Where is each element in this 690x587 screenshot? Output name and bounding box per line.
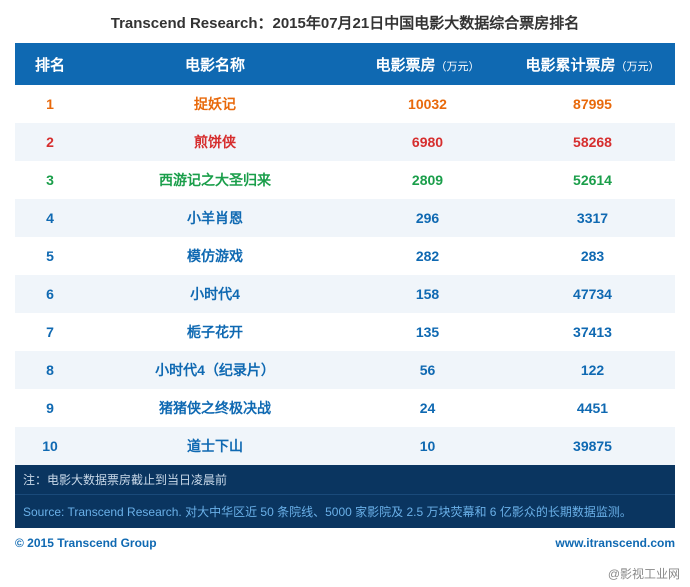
ranking-table: 排名 电影名称 电影票房（万元） 电影累计票房（万元） 1捉妖记10032879… — [15, 43, 675, 550]
header-rank: 排名 — [15, 43, 85, 85]
cell-rank: 1 — [15, 85, 85, 123]
table-row: 9猪猪侠之终极决战244451 — [15, 389, 675, 427]
cell-rank: 10 — [15, 427, 85, 465]
cell-rank: 4 — [15, 199, 85, 237]
table-row: 1捉妖记1003287995 — [15, 85, 675, 123]
copyright-url: www.itranscend.com — [555, 536, 675, 550]
table-header-row: 排名 电影名称 电影票房（万元） 电影累计票房（万元） — [15, 43, 675, 85]
cell-rank: 7 — [15, 313, 85, 351]
cell-box: 10 — [345, 427, 510, 465]
cell-cum: 4451 — [510, 389, 675, 427]
cell-cum: 39875 — [510, 427, 675, 465]
cell-name: 模仿游戏 — [85, 237, 345, 275]
cell-name: 煎饼侠 — [85, 123, 345, 161]
cell-cum: 47734 — [510, 275, 675, 313]
report-title: Transcend Research：2015年07月21日中国电影大数据综合票… — [15, 12, 675, 33]
cell-cum: 52614 — [510, 161, 675, 199]
table-row: 10道士下山1039875 — [15, 427, 675, 465]
cell-box: 10032 — [345, 85, 510, 123]
cell-name: 小时代4 — [85, 275, 345, 313]
note-text: 注：电影大数据票房截止到当日凌晨前 — [15, 465, 675, 495]
report-container: Transcend Research：2015年07月21日中国电影大数据综合票… — [0, 0, 690, 562]
cell-name: 猪猪侠之终极决战 — [85, 389, 345, 427]
cell-rank: 9 — [15, 389, 85, 427]
cell-cum: 3317 — [510, 199, 675, 237]
table-row: 2煎饼侠698058268 — [15, 123, 675, 161]
cell-rank: 8 — [15, 351, 85, 389]
note-row: 注：电影大数据票房截止到当日凌晨前 — [15, 465, 675, 495]
copyright-text: © 2015 Transcend Group — [15, 536, 157, 550]
watermark: @影视工业网 — [608, 565, 680, 582]
cell-rank: 6 — [15, 275, 85, 313]
cell-cum: 122 — [510, 351, 675, 389]
table-row: 4小羊肖恩2963317 — [15, 199, 675, 237]
table-row: 3西游记之大圣归来280952614 — [15, 161, 675, 199]
table-row: 5模仿游戏282283 — [15, 237, 675, 275]
table-row: 8小时代4（纪录片）56122 — [15, 351, 675, 389]
table-row: 7栀子花开13537413 — [15, 313, 675, 351]
cell-cum: 87995 — [510, 85, 675, 123]
cell-cum: 37413 — [510, 313, 675, 351]
source-text: Source: Transcend Research. 对大中华区近 50 条院… — [15, 495, 675, 529]
cell-box: 24 — [345, 389, 510, 427]
table-row: 6小时代415847734 — [15, 275, 675, 313]
cell-box: 158 — [345, 275, 510, 313]
cell-box: 296 — [345, 199, 510, 237]
cell-rank: 3 — [15, 161, 85, 199]
cell-cum: 58268 — [510, 123, 675, 161]
cell-name: 栀子花开 — [85, 313, 345, 351]
cell-box: 282 — [345, 237, 510, 275]
cell-name: 捉妖记 — [85, 85, 345, 123]
header-name: 电影名称 — [85, 43, 345, 85]
copyright-row: © 2015 Transcend Group www.itranscend.co… — [15, 528, 675, 550]
header-cum: 电影累计票房（万元） — [510, 43, 675, 85]
cell-box: 56 — [345, 351, 510, 389]
cell-name: 小时代4（纪录片） — [85, 351, 345, 389]
cell-box: 135 — [345, 313, 510, 351]
header-box: 电影票房（万元） — [345, 43, 510, 85]
cell-name: 小羊肖恩 — [85, 199, 345, 237]
source-row: Source: Transcend Research. 对大中华区近 50 条院… — [15, 495, 675, 529]
cell-rank: 2 — [15, 123, 85, 161]
cell-name: 西游记之大圣归来 — [85, 161, 345, 199]
cell-box: 2809 — [345, 161, 510, 199]
cell-cum: 283 — [510, 237, 675, 275]
cell-box: 6980 — [345, 123, 510, 161]
cell-rank: 5 — [15, 237, 85, 275]
cell-name: 道士下山 — [85, 427, 345, 465]
